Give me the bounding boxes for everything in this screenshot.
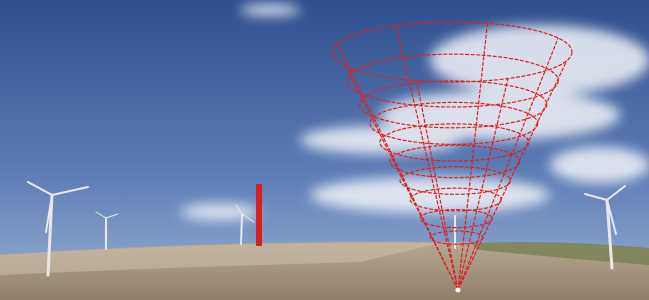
cloud: [550, 147, 649, 183]
cloud: [240, 4, 300, 16]
scene: [0, 0, 649, 300]
met-mast: [256, 184, 262, 246]
page: (() => { const ns = 'http://www.w3.org/2…: [0, 0, 649, 300]
cloud: [310, 177, 550, 213]
lidar: [456, 288, 461, 293]
turbine-tower: [241, 214, 242, 244]
